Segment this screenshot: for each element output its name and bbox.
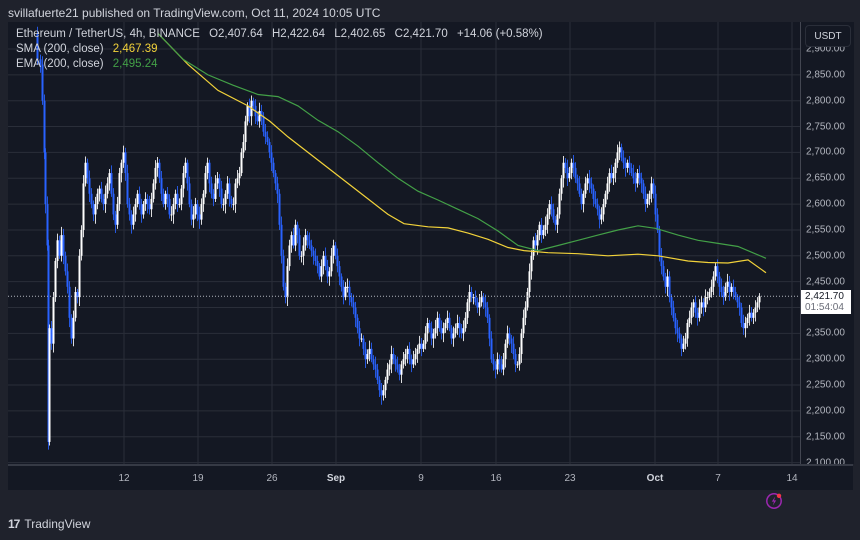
symbol-label[interactable]: Ethereum / TetherUS, 4h, BINANCE xyxy=(16,28,200,40)
last-price-label: 2,421.70 01:54:04 xyxy=(801,290,851,315)
price-tick-label: 2,150.00 xyxy=(806,431,845,443)
time-tick-label: Oct xyxy=(646,473,664,484)
close-value: C2,421.70 xyxy=(394,28,448,40)
tradingview-logo-icon: 17 xyxy=(8,517,20,531)
price-axis[interactable]: 2,100.00 2,150.00 2,200.00 2,250.00 2,300.00… xyxy=(800,22,854,468)
price-tick-label: 2,700.00 xyxy=(806,146,845,158)
change-value: +14.06 (+0.58%) xyxy=(456,28,543,40)
price-tick-label: 2,100.00 xyxy=(806,457,845,469)
chart-plot-area[interactable] xyxy=(8,22,800,464)
price-tick-label: 2,450.00 xyxy=(806,276,845,288)
last-price-value: 2,421.70 xyxy=(805,291,844,303)
time-tick-label: Sep xyxy=(326,473,346,484)
chart-legend: Ethereum / TetherUS, 4h, BINANCE O2,407.… xyxy=(16,27,543,72)
bar-countdown: 01:54:04 xyxy=(805,302,844,314)
price-tick-label: 2,350.00 xyxy=(806,327,845,339)
price-tick-label: 2,550.00 xyxy=(806,224,845,236)
time-tick-label: 23 xyxy=(564,473,576,484)
time-tick-label: 14 xyxy=(786,473,798,484)
price-tick-label: 2,750.00 xyxy=(806,121,845,133)
brand-name: TradingView xyxy=(24,517,91,531)
high-value: H2,422.64 xyxy=(272,28,326,40)
publisher-line: svillafuerte21 published on TradingView.… xyxy=(8,6,381,20)
price-tick-label: 2,600.00 xyxy=(806,198,845,210)
time-tick-label: 19 xyxy=(192,473,204,484)
price-tick-label: 2,200.00 xyxy=(806,405,845,417)
time-tick-label: 7 xyxy=(715,473,721,484)
ema-value: 2,495.24 xyxy=(112,58,158,70)
price-tick-label: 2,250.00 xyxy=(806,379,845,391)
price-tick-label: 2,900.00 xyxy=(806,43,845,55)
price-tick-label: 2,800.00 xyxy=(806,95,845,107)
symbol-ohlc-row: Ethereum / TetherUS, 4h, BINANCE O2,407.… xyxy=(16,27,543,42)
chart-frame: Ethereum / TetherUS, 4h, BINANCE O2,407.… xyxy=(8,22,854,509)
time-tick-label: 16 xyxy=(490,473,502,484)
time-tick-label: 9 xyxy=(418,473,424,484)
time-axis[interactable]: 12 19 26 Sep 9 16 23 Oct 7 14 xyxy=(8,464,853,490)
footer-branding: 17 TradingView xyxy=(8,517,90,531)
ema-legend-row[interactable]: EMA (200, close) 2,495.24 xyxy=(16,57,543,72)
flash-alert-icon[interactable] xyxy=(765,492,783,510)
ema-label: EMA (200, close) xyxy=(16,58,104,70)
price-chart xyxy=(8,22,800,464)
open-value: O2,407.64 xyxy=(209,28,263,40)
currency-button[interactable]: USDT xyxy=(805,25,851,47)
sma-legend-row[interactable]: SMA (200, close) 2,467.39 xyxy=(16,42,543,57)
sma-label: SMA (200, close) xyxy=(16,43,104,55)
price-tick-label: 2,500.00 xyxy=(806,250,845,262)
price-tick-label: 2,650.00 xyxy=(806,172,845,184)
price-tick-label: 2,300.00 xyxy=(806,353,845,365)
price-tick-label: 2,850.00 xyxy=(806,69,845,81)
low-value: L2,402.65 xyxy=(334,28,386,40)
time-tick-label: 12 xyxy=(118,473,130,484)
sma-value: 2,467.39 xyxy=(112,43,158,55)
time-tick-label: 26 xyxy=(266,473,278,484)
